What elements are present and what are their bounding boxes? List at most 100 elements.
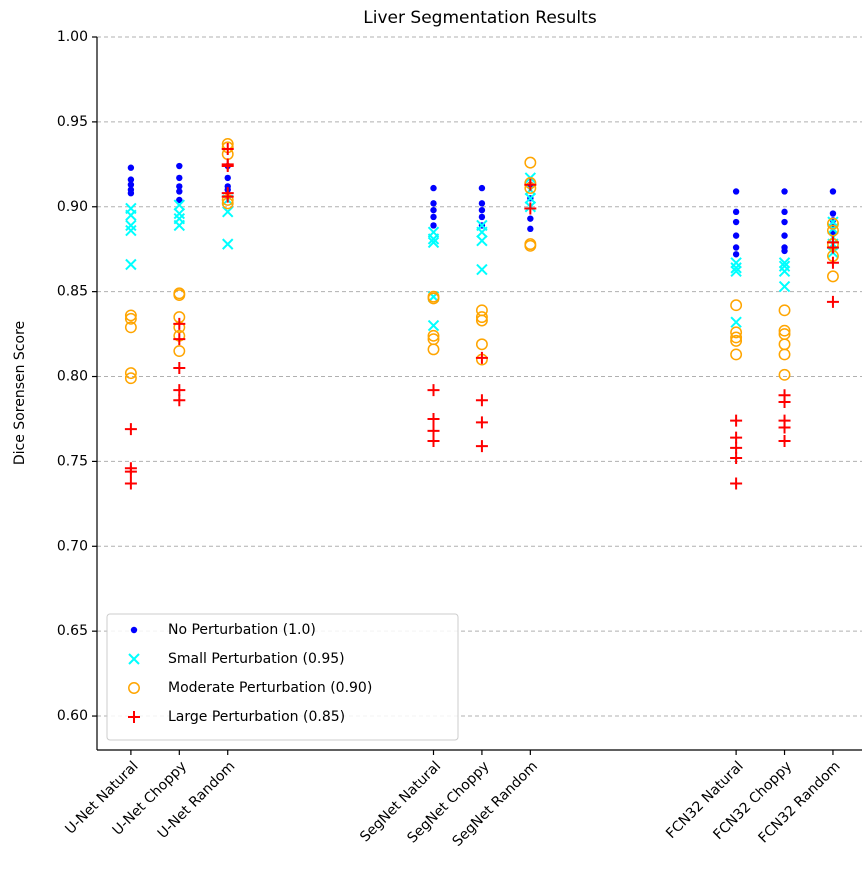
dot-point — [732, 244, 740, 251]
circle-point — [427, 292, 440, 305]
plus-point — [730, 452, 743, 465]
x-point — [125, 258, 137, 271]
circle-point — [826, 217, 839, 230]
plus-point — [778, 421, 791, 434]
x-point — [222, 206, 234, 218]
dot-point — [781, 208, 788, 216]
y-axis-label: Dice Sorensen Score — [12, 321, 28, 465]
dot-point — [781, 232, 788, 239]
y-tick-label: 0.75 — [57, 453, 88, 469]
dot-point — [430, 200, 437, 207]
plus-point — [124, 423, 137, 436]
y-tick-label: 0.70 — [57, 538, 88, 554]
dot-point — [732, 218, 740, 226]
x-point — [476, 226, 488, 238]
y-tick-label: 0.80 — [57, 369, 88, 385]
circle-point — [730, 331, 743, 344]
dot-point — [430, 206, 437, 214]
dot-point — [127, 189, 135, 197]
plus-point — [524, 202, 537, 215]
x-point — [222, 238, 234, 250]
plus-point — [124, 477, 137, 490]
circle-point — [124, 367, 137, 380]
circle-point — [730, 326, 743, 339]
dot-point — [176, 196, 183, 204]
dot-point — [127, 176, 135, 183]
y-tick-label: 0.85 — [57, 284, 88, 300]
circle-point — [173, 289, 186, 301]
dot-point — [430, 213, 437, 221]
circle-point — [730, 348, 743, 361]
circle-point — [475, 338, 488, 351]
plus-point — [173, 394, 186, 407]
y-tick-label: 0.65 — [57, 623, 88, 639]
circle-point — [730, 334, 743, 347]
circle-point — [124, 309, 137, 322]
circle-point — [778, 338, 791, 351]
x-point — [427, 319, 440, 332]
x-point — [730, 316, 742, 328]
x-point — [427, 236, 440, 249]
x-point — [173, 199, 186, 211]
x-tick-label: SegNet Natural — [357, 758, 444, 845]
x-point — [427, 233, 440, 245]
dot-point — [224, 174, 231, 182]
x-point — [730, 257, 742, 269]
plus-point — [475, 440, 488, 453]
plus-point — [475, 394, 488, 407]
plus-point — [730, 431, 743, 444]
legend-marker — [130, 626, 138, 634]
plus-point — [730, 414, 743, 427]
x-tick-label: SegNet Choppy — [404, 758, 492, 846]
dot-point — [127, 181, 135, 188]
circle-point — [124, 372, 137, 385]
dot-point — [176, 188, 183, 195]
plus-point — [475, 351, 488, 364]
legend-marker — [128, 682, 140, 694]
circle-point — [524, 239, 537, 252]
x-point — [778, 260, 791, 272]
dot-point — [732, 208, 740, 216]
circle-point — [124, 312, 137, 325]
x-point — [173, 207, 186, 220]
circle-point — [427, 329, 440, 342]
x-point — [476, 263, 488, 276]
y-tick-label: 0.60 — [57, 708, 88, 724]
x-point — [524, 192, 537, 204]
plus-point — [427, 435, 440, 448]
plus-point — [173, 384, 186, 397]
x-point — [778, 265, 791, 277]
x-point — [125, 224, 137, 237]
dot-point — [478, 213, 486, 221]
plus-point — [730, 441, 743, 454]
x-point — [125, 219, 137, 232]
plus-point — [730, 477, 743, 490]
plus-point — [427, 424, 440, 437]
circle-point — [826, 270, 839, 283]
circle-point — [475, 311, 488, 324]
circle-point — [778, 368, 791, 381]
legend-marker — [128, 711, 140, 723]
circle-point — [826, 224, 839, 237]
plus-point — [427, 384, 440, 397]
legend-marker — [128, 653, 140, 665]
dot-point — [732, 188, 740, 195]
x-tick-label: FCN32 Random — [756, 758, 844, 846]
chart-title: Liver Segmentation Results — [363, 8, 597, 28]
plus-point — [475, 416, 488, 429]
dot-point — [732, 251, 740, 258]
circle-point — [778, 348, 791, 361]
plus-point — [427, 412, 440, 425]
dot-point — [430, 222, 437, 229]
circle-point — [730, 299, 743, 312]
plus-point — [778, 395, 791, 408]
legend-label: Moderate Perturbation (0.90) — [168, 680, 372, 696]
x-point — [173, 219, 186, 232]
plus-point — [173, 362, 186, 375]
plus-point — [826, 295, 839, 308]
legend-label: No Perturbation (1.0) — [168, 622, 316, 638]
dot-point — [176, 183, 183, 190]
y-tick-label: 0.90 — [57, 199, 88, 215]
plus-point — [173, 333, 186, 346]
